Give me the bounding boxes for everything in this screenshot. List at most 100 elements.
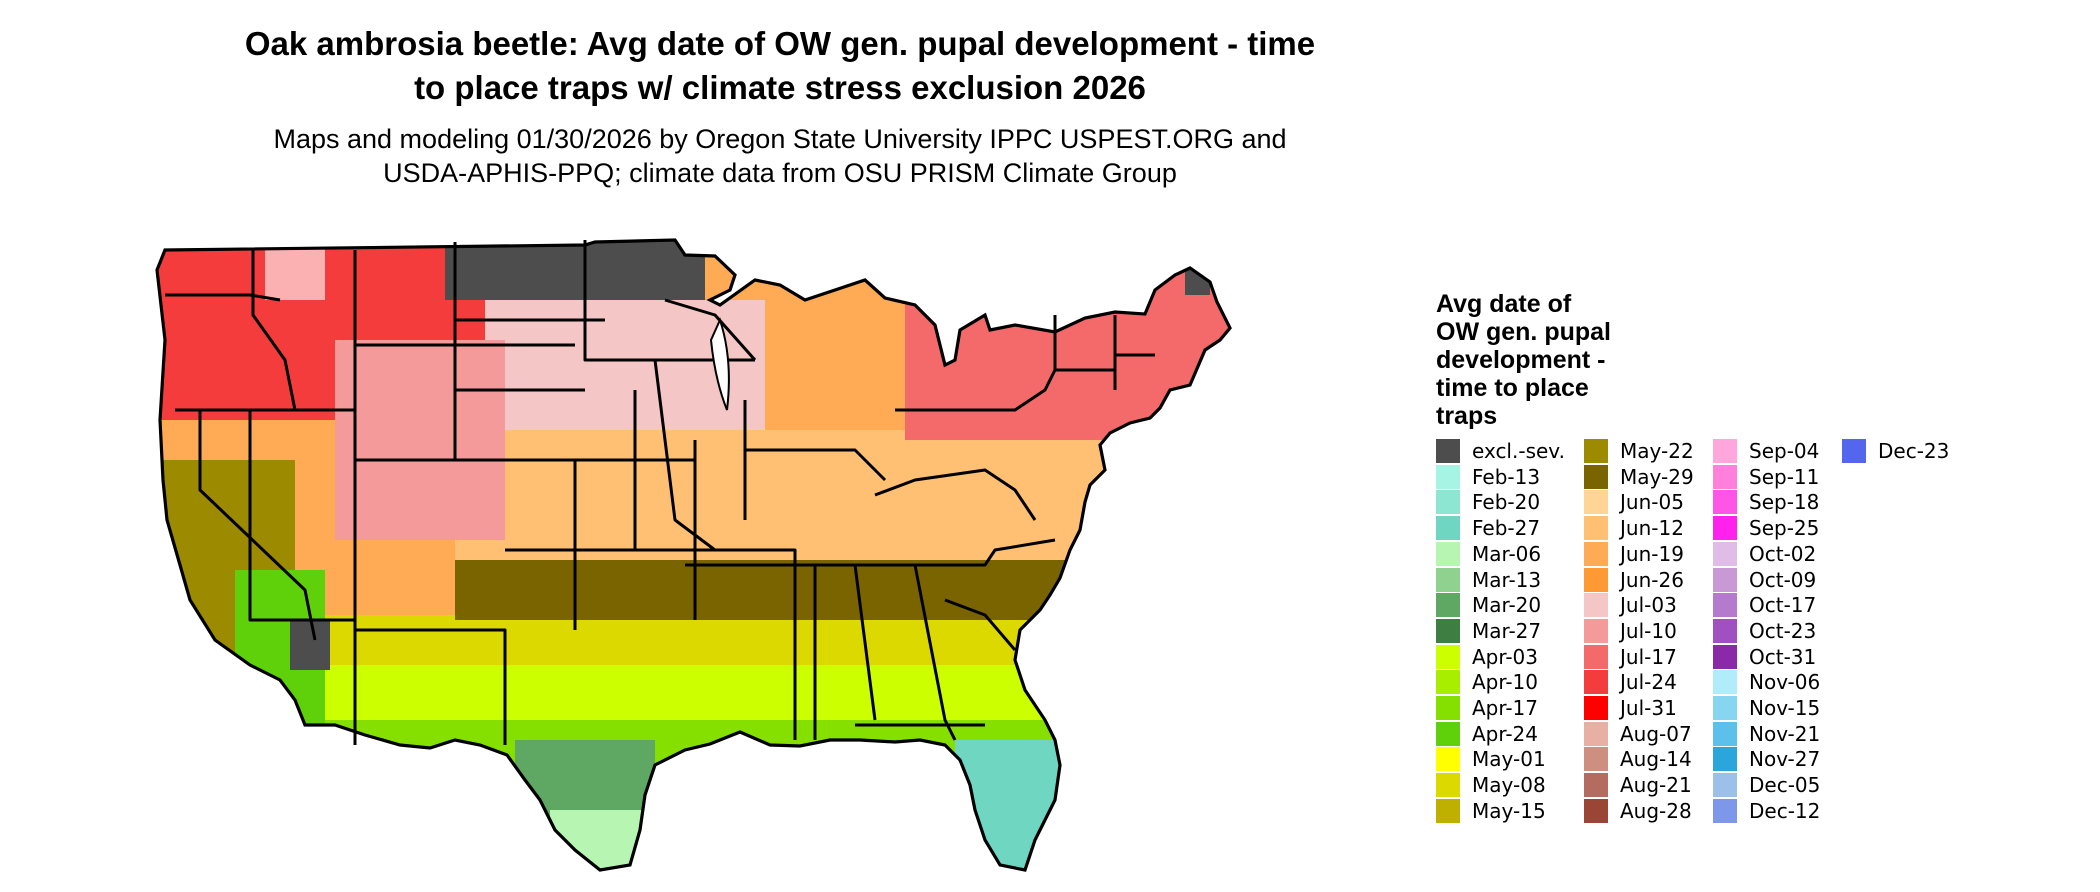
legend-item: Oct-09	[1713, 567, 1816, 593]
legend-label: Feb-27	[1472, 516, 1541, 540]
legend-label: Aug-14	[1620, 747, 1692, 771]
legend-label: May-29	[1620, 465, 1694, 489]
legend-item: Nov-06	[1713, 669, 1820, 695]
legend-swatch	[1713, 670, 1737, 694]
legend-swatch	[1713, 568, 1737, 592]
legend-swatch	[1584, 799, 1608, 823]
legend-item: Jul-03	[1584, 592, 1677, 618]
legend-label: excl.-sev.	[1472, 439, 1565, 463]
border-la-ms	[793, 565, 817, 740]
legend-swatch	[1713, 722, 1737, 746]
legend-item: May-08	[1436, 772, 1546, 798]
legend-item: Apr-17	[1436, 695, 1538, 721]
band-south-olive	[455, 560, 1105, 620]
legend-label: Sep-18	[1749, 490, 1820, 514]
legend-item: Jul-10	[1584, 618, 1677, 644]
legend-item: Nov-21	[1713, 721, 1820, 747]
legend-label: Oct-31	[1749, 645, 1817, 669]
legend-item: Oct-02	[1713, 541, 1816, 567]
map-title: Oak ambrosia beetle: Avg date of OW gen.…	[180, 22, 1380, 110]
border-wa-or	[165, 293, 281, 302]
legend-label: Apr-03	[1472, 645, 1538, 669]
legend-swatch	[1584, 568, 1608, 592]
legend-swatch	[1584, 465, 1608, 489]
legend-label: Dec-05	[1749, 773, 1821, 797]
legend-label: Feb-20	[1472, 490, 1541, 514]
legend-item: Nov-15	[1713, 695, 1820, 721]
legend-label: Dec-23	[1878, 439, 1950, 463]
legend-item: Oct-23	[1713, 618, 1816, 644]
border-il-in	[653, 359, 747, 552]
border-ca-nv	[198, 410, 317, 641]
legend-label: Sep-04	[1749, 439, 1820, 463]
legend-label: Mar-13	[1472, 568, 1542, 592]
legend-label: Oct-02	[1749, 542, 1817, 566]
legend-item: May-01	[1436, 746, 1546, 772]
legend-item: Jun-26	[1584, 567, 1684, 593]
legend-swatch	[1436, 722, 1460, 746]
legend-label: May-01	[1472, 747, 1546, 771]
legend-swatch	[1436, 439, 1460, 463]
lake-michigan	[709, 317, 730, 411]
legend-item: Apr-24	[1436, 721, 1538, 747]
map-subtitle-line-2: USDA-APHIS-PPQ; climate data from OSU PR…	[383, 158, 1177, 188]
border-va-wv	[874, 468, 1037, 521]
border-pa-ny	[895, 368, 1115, 412]
legend-label: Nov-15	[1749, 696, 1821, 720]
legend-swatch	[1584, 747, 1608, 771]
legend-item: Sep-25	[1713, 515, 1819, 541]
legend-label: Jul-17	[1620, 645, 1677, 669]
legend-swatch	[1713, 696, 1737, 720]
band-south-lightgreen	[157, 710, 1230, 870]
legend-label: Dec-12	[1749, 799, 1821, 823]
legend-label: Jun-19	[1620, 542, 1684, 566]
border-al-ga	[853, 564, 957, 741]
band-mountain-pink	[335, 340, 505, 540]
legend-item: May-15	[1436, 798, 1546, 824]
legend-label: Feb-13	[1472, 465, 1541, 489]
legend-swatch	[1713, 799, 1737, 823]
legend-swatch	[1713, 645, 1737, 669]
legend-item: Oct-31	[1713, 644, 1816, 670]
border-mn-ia	[583, 240, 755, 362]
legend-item: May-22	[1584, 438, 1694, 464]
legend-swatch	[1436, 696, 1460, 720]
legend-title: Avg date of OW gen. pupal development - …	[1436, 290, 1666, 430]
legend-item: May-29	[1584, 464, 1694, 490]
legend-item: Feb-20	[1436, 489, 1540, 515]
legend-label: Mar-06	[1472, 542, 1542, 566]
legend-item: Jun-05	[1584, 489, 1684, 515]
legend-item: Aug-14	[1584, 746, 1692, 772]
legend-item: Oct-17	[1713, 592, 1816, 618]
legend-item: Feb-13	[1436, 464, 1540, 490]
legend-swatch	[1436, 490, 1460, 514]
legend-swatch	[1436, 593, 1460, 617]
legend-item: Apr-10	[1436, 669, 1538, 695]
legend-label: Aug-21	[1620, 773, 1692, 797]
legend-label: Mar-27	[1472, 619, 1542, 643]
legend-swatch	[1713, 490, 1737, 514]
legend-label: May-15	[1472, 799, 1546, 823]
legend-item: Sep-04	[1713, 438, 1819, 464]
band-midwest-peach	[455, 430, 1105, 560]
legend-swatch	[1584, 619, 1608, 643]
legend-swatch	[1436, 799, 1460, 823]
legend-swatch	[1584, 722, 1608, 746]
legend-label: Oct-23	[1749, 619, 1817, 643]
legend-title-line: traps	[1436, 402, 1498, 430]
legend-swatch	[1436, 516, 1460, 540]
legend-label: Aug-07	[1620, 722, 1692, 746]
legend-item: Dec-23	[1842, 438, 1949, 464]
legend-label: Aug-28	[1620, 799, 1692, 823]
legend-swatch	[1436, 619, 1460, 643]
legend-item: Apr-03	[1436, 644, 1538, 670]
legend-item: Jun-12	[1584, 515, 1684, 541]
legend-label: Nov-21	[1749, 722, 1821, 746]
band-south-yellow	[157, 615, 1230, 665]
legend-swatch	[1436, 542, 1460, 566]
legend-title-line: Avg date of	[1436, 290, 1572, 318]
border-idaho	[251, 250, 297, 411]
legend-item: Jun-19	[1584, 541, 1684, 567]
legend-swatch	[1584, 439, 1608, 463]
legend-item: Aug-21	[1584, 772, 1692, 798]
